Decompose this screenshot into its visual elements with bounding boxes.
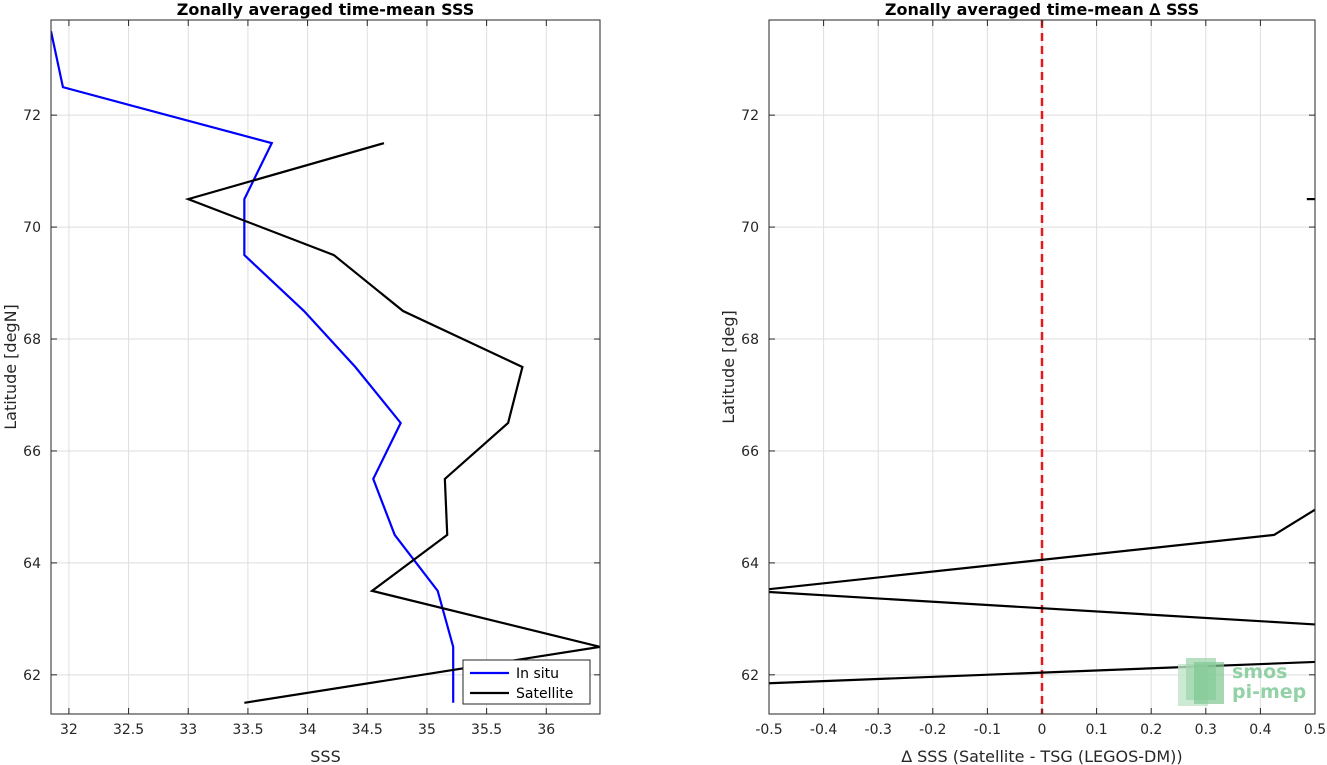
smos-pi-mep-watermark: smos pi-mep: [1178, 658, 1306, 706]
x-axis-label: ∆ SSS (Satellite - TSG (LEGOS-DM)): [900, 747, 1182, 765]
legend-box: [462, 659, 591, 705]
series-line-satellite: [184, 142, 600, 704]
x-tick-label: 36: [537, 722, 555, 738]
x-tick-label: -0.1: [974, 722, 1001, 738]
legend-label: Satellite: [516, 686, 573, 702]
x-tick-label: 0.4: [1249, 722, 1271, 738]
series-line-in-situ: [51, 30, 455, 703]
x-tick-label: 33: [179, 722, 197, 738]
watermark-line2: pi-mep: [1232, 681, 1306, 703]
x-tick-label: 0.3: [1195, 722, 1217, 738]
x-tick-label: 0: [1038, 722, 1047, 738]
y-tick-label: 64: [23, 556, 41, 572]
sss-panel: 32 32.5 33 33.5 34 34.5 35 35.5 36 62 64 66 68 70 72 Zo…: [1, 0, 601, 765]
series-group: [51, 30, 600, 704]
x-tick-label: 34.5: [352, 722, 383, 738]
x-tick-label: 35.5: [471, 722, 502, 738]
x-tick-label: 32.5: [113, 722, 144, 738]
x-tick-label: 0.5: [1304, 722, 1326, 738]
y-tick-label: 62: [741, 668, 759, 684]
x-tick-label: 34: [299, 722, 317, 738]
watermark-line1: smos: [1232, 661, 1287, 683]
x-tick-label: 32: [60, 722, 78, 738]
x-tick-label: -0.2: [919, 722, 946, 738]
plot-area: [51, 20, 600, 714]
chart-title: Zonally averaged time-mean SSS: [177, 0, 475, 19]
y-tick-label: 72: [741, 108, 759, 124]
delta-sss-panel: -0.5 -0.4 -0.3 -0.2 -0.1 0 0.1 0.2 0.3 0.4 0.5 62 64…: [719, 0, 1326, 765]
y-tick-label: 62: [23, 668, 41, 684]
legend: In situ Satellite: [462, 659, 591, 705]
x-tick-label: 33.5: [232, 722, 263, 738]
x-tick-label: 35: [418, 722, 436, 738]
y-tick-label: 66: [741, 444, 759, 460]
y-tick-label: 70: [741, 220, 759, 236]
x-tick-label: -0.3: [865, 722, 892, 738]
series-line-2: [769, 590, 1315, 626]
y-tick-label: 72: [23, 108, 41, 124]
x-tick-label: -0.5: [755, 722, 782, 738]
axes-box: [50, 19, 601, 715]
watermark-logo-icon: [1178, 658, 1224, 706]
y-axis-label: Latitude [degN]: [1, 304, 20, 430]
y-tick-label: 70: [23, 220, 41, 236]
y-tick-label: 66: [23, 444, 41, 460]
y-tick-label: 68: [741, 332, 759, 348]
x-tick-label: -0.4: [810, 722, 837, 738]
x-tick-label: 0.2: [1140, 722, 1162, 738]
series-line-1: [769, 508, 1315, 591]
chart-title: Zonally averaged time-mean ∆ SSS: [885, 0, 1199, 19]
y-tick-label: 64: [741, 556, 759, 572]
y-axis-label: Latitude [deg]: [719, 310, 738, 424]
legend-label: In situ: [516, 666, 559, 682]
x-tick-label: 0.1: [1085, 722, 1107, 738]
y-tick-label: 68: [23, 332, 41, 348]
x-axis-label: SSS: [310, 747, 340, 765]
